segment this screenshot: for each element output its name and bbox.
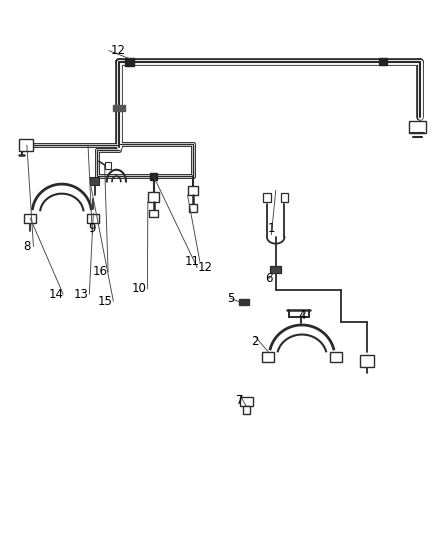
Bar xyxy=(187,185,198,195)
Text: 6: 6 xyxy=(265,272,273,285)
Text: 11: 11 xyxy=(184,255,199,268)
Text: 10: 10 xyxy=(132,282,147,295)
Bar xyxy=(19,140,33,151)
Bar xyxy=(113,105,125,111)
Bar xyxy=(149,209,158,217)
Text: 12: 12 xyxy=(110,44,125,57)
Text: 12: 12 xyxy=(198,261,212,274)
Text: 5: 5 xyxy=(227,292,234,305)
Text: 1: 1 xyxy=(268,222,275,235)
Bar xyxy=(243,406,250,414)
Bar xyxy=(281,193,288,201)
Bar xyxy=(270,266,282,273)
Text: 4: 4 xyxy=(298,309,306,322)
Text: 14: 14 xyxy=(49,288,64,301)
Bar xyxy=(125,58,134,66)
Text: 7: 7 xyxy=(236,394,244,407)
Text: 15: 15 xyxy=(98,295,113,308)
Bar xyxy=(87,214,99,223)
Bar xyxy=(239,299,249,305)
Bar xyxy=(410,122,426,133)
Text: 13: 13 xyxy=(74,288,89,301)
Bar xyxy=(360,356,374,367)
Bar xyxy=(262,352,274,362)
Text: 9: 9 xyxy=(88,222,96,235)
Text: 16: 16 xyxy=(93,265,108,278)
Bar xyxy=(189,204,197,212)
Bar xyxy=(330,352,342,362)
Bar xyxy=(148,192,159,201)
Bar xyxy=(24,214,36,223)
Bar xyxy=(379,59,387,65)
Bar xyxy=(105,162,111,169)
Bar xyxy=(263,193,271,201)
Bar xyxy=(150,173,157,180)
Bar xyxy=(240,397,253,406)
Text: 8: 8 xyxy=(23,240,31,253)
Text: 2: 2 xyxy=(251,335,259,349)
Bar xyxy=(90,177,99,184)
